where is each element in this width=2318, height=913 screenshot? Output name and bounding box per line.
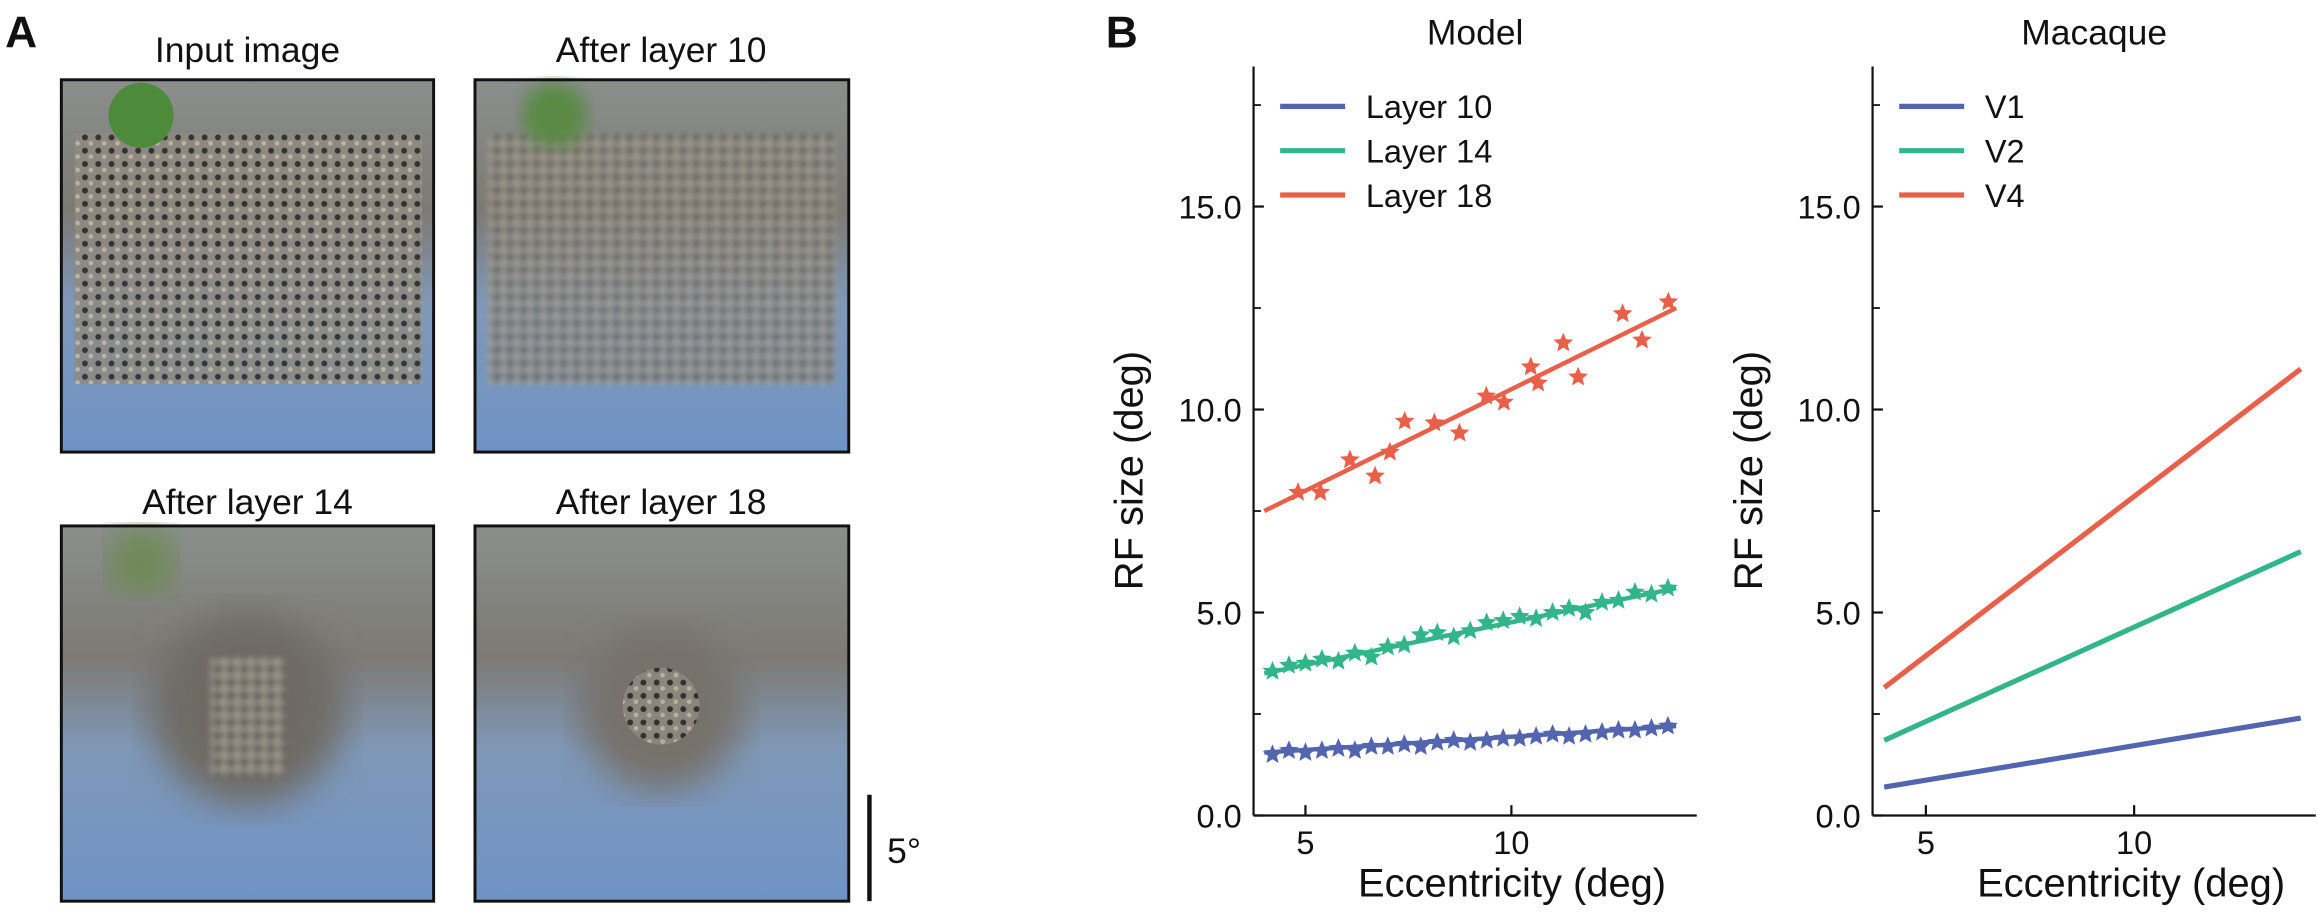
panel-label: B: [1106, 8, 1138, 57]
data-point: [1520, 356, 1541, 376]
data-line: [1883, 549, 2302, 743]
image-title: After layer 14: [142, 482, 353, 522]
image: [473, 524, 851, 903]
image-title: After layer 10: [556, 30, 767, 70]
data-point: [1528, 372, 1549, 392]
image-title: After layer 18: [556, 482, 767, 522]
y-tick-label: 15.0: [1797, 189, 1860, 225]
y-tick-label: 10.0: [1797, 392, 1860, 428]
data-point: [1559, 725, 1579, 745]
legend-label: Layer 18: [1366, 178, 1492, 214]
x-axis-label: Eccentricity (deg): [1358, 862, 1666, 906]
data-point: [1568, 366, 1588, 386]
x-axis-label: Eccentricity (deg): [1977, 862, 2285, 906]
scale-bar-label: 5°: [887, 831, 921, 871]
data-point: [1340, 449, 1360, 469]
data-point: [1365, 465, 1385, 485]
data-point: [1361, 646, 1382, 666]
panel-label: A: [5, 8, 37, 57]
y-tick-label: 5.0: [1816, 595, 1861, 631]
fit-line: [1264, 723, 1677, 755]
image: [59, 78, 436, 454]
data-point: [1310, 481, 1331, 501]
legend-label: V1: [1985, 89, 2025, 125]
data-point: [1394, 410, 1415, 430]
data-point: [1575, 602, 1596, 621]
image: [59, 524, 436, 903]
y-axis-label: RF size (deg): [1108, 351, 1152, 590]
legend-label: Layer 10: [1366, 89, 1492, 125]
y-tick-label: 0.0: [1197, 798, 1242, 834]
data-point: [1449, 422, 1470, 442]
data-point: [1494, 391, 1514, 411]
image: [473, 78, 851, 454]
data-point: [1632, 329, 1652, 349]
x-tick-label: 10: [2116, 825, 2152, 861]
legend-label: Layer 14: [1366, 134, 1492, 170]
y-tick-label: 0.0: [1816, 798, 1861, 834]
chart-title: Macaque: [2021, 12, 2167, 52]
image-title: Input image: [155, 30, 340, 70]
fit-line: [1263, 585, 1677, 676]
data-line: [1882, 366, 2303, 690]
fit-line: [1263, 306, 1678, 514]
x-tick-label: 10: [1493, 825, 1529, 861]
legend-label: V2: [1985, 134, 2025, 170]
chart-title: Model: [1427, 12, 1524, 52]
data-point: [1410, 736, 1431, 755]
y-axis-label: RF size (deg): [1727, 351, 1771, 590]
y-tick-label: 10.0: [1178, 392, 1241, 428]
data-point: [1553, 332, 1574, 352]
x-tick-label: 5: [1296, 825, 1314, 861]
y-tick-label: 5.0: [1197, 595, 1242, 631]
data-line: [1883, 715, 2302, 790]
data-point: [1345, 740, 1365, 759]
y-tick-label: 15.0: [1178, 189, 1241, 225]
x-tick-label: 5: [1917, 825, 1935, 861]
data-point: [1612, 303, 1633, 323]
data-point: [1658, 291, 1679, 311]
legend-label: V4: [1985, 178, 2025, 214]
